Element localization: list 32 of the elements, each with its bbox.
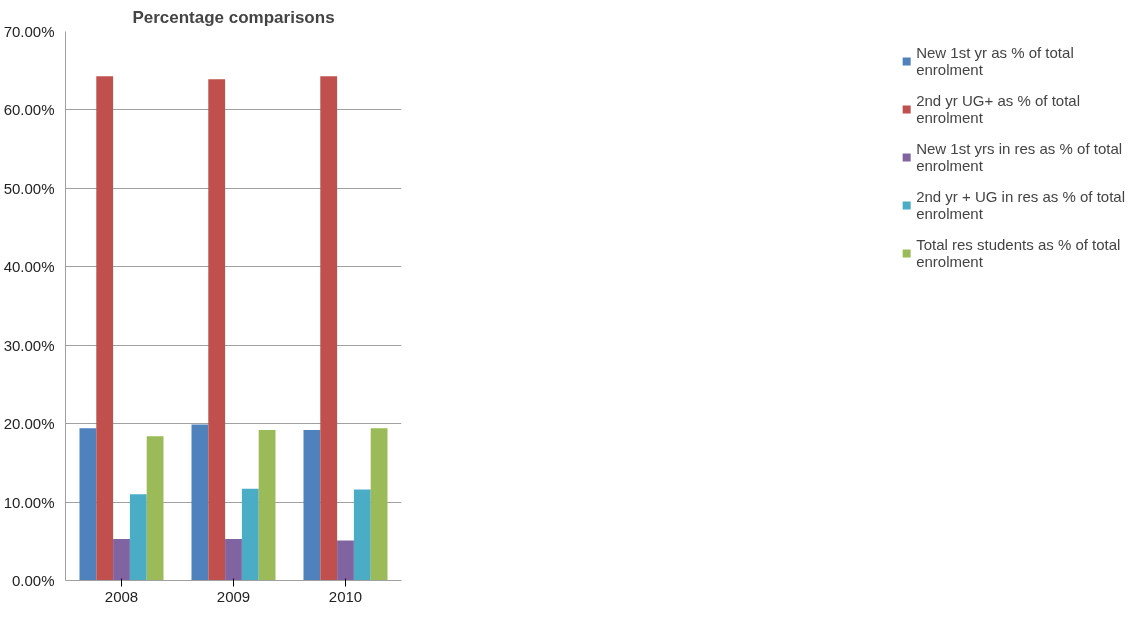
bar	[370, 428, 388, 581]
bar	[146, 436, 164, 581]
bar	[241, 488, 259, 581]
bar	[79, 428, 97, 581]
legend-label: Total res students as % of total enrolment	[916, 235, 1121, 272]
bar	[191, 424, 209, 581]
bar	[258, 429, 276, 581]
bar	[225, 538, 242, 581]
x-tick-label: 2010	[328, 587, 363, 605]
y-tick-label: 50.00%	[3, 179, 55, 197]
bar	[96, 76, 114, 581]
legend-label: 2nd yr + UG in res as % of total enrolment	[916, 187, 1125, 224]
y-tick-label: 30.00%	[3, 336, 55, 354]
legend-label: 2nd yr UG+ as % of total enrolment	[916, 91, 1080, 128]
bar	[129, 494, 147, 581]
x-tick-label: 2009	[216, 587, 251, 605]
chart-title: Percentage comparisons	[132, 7, 335, 27]
y-tick-label: 70.00%	[3, 23, 55, 40]
legend-label: New 1st yr as % of total enrolment	[916, 43, 1074, 80]
bar	[208, 79, 226, 581]
bar	[320, 76, 338, 581]
y-tick-label: 20.00%	[3, 415, 55, 433]
x-tick-label: 2008	[104, 587, 139, 605]
y-tick-label: 0.00%	[11, 572, 55, 589]
bar	[337, 540, 354, 581]
y-tick-label: 10.00%	[3, 493, 55, 511]
bar	[353, 489, 371, 581]
y-tick-label: 40.00%	[3, 258, 55, 276]
y-tick-label: 60.00%	[3, 101, 55, 119]
legend-label: New 1st yrs in res as % of total enrolment	[916, 139, 1123, 176]
bar	[113, 538, 130, 581]
bar	[303, 429, 321, 581]
